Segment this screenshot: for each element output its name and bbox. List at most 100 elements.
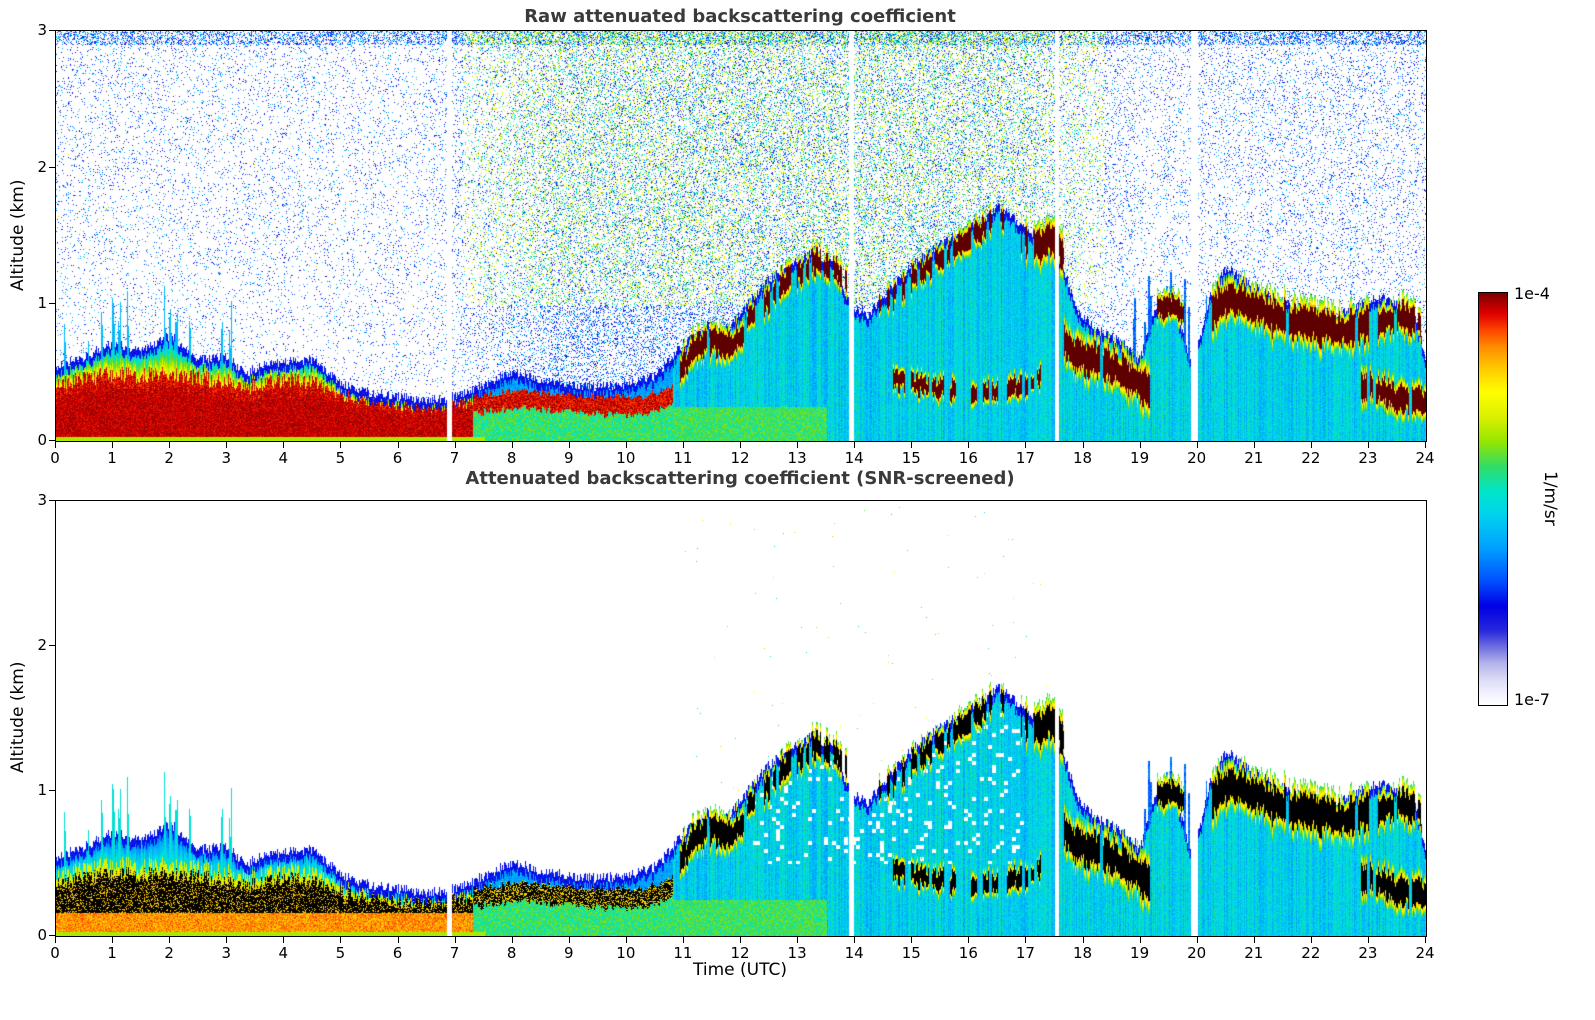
x-tick-mark <box>968 937 970 943</box>
x-tick-label: 15 <box>901 944 921 962</box>
x-tick-mark <box>854 937 856 943</box>
y-tick-label: 3 <box>37 21 47 39</box>
x-tick-label: 17 <box>1015 449 1035 467</box>
x-tick-label: 17 <box>1015 944 1035 962</box>
x-tick-label: 14 <box>844 449 864 467</box>
x-tick-mark <box>1425 442 1426 448</box>
x-tick-mark <box>1196 442 1198 448</box>
x-tick-label: 6 <box>392 944 403 962</box>
x-tick-mark <box>1025 937 1027 943</box>
x-tick-label: 13 <box>787 449 807 467</box>
x-tick-mark <box>740 937 741 943</box>
x-tick-label: 4 <box>278 449 289 467</box>
x-tick-mark <box>1253 937 1255 943</box>
x-tick-mark <box>625 442 627 448</box>
x-tick-mark <box>226 442 228 448</box>
y-tick-mark <box>49 30 55 31</box>
x-tick-mark <box>911 937 913 943</box>
x-tick-label: 15 <box>901 449 921 467</box>
x-tick-mark <box>1310 937 1312 943</box>
x-tick-label: 2 <box>164 449 174 467</box>
x-tick-mark <box>682 937 684 943</box>
x-tick-mark <box>1082 442 1084 448</box>
y-tick-label: 1 <box>37 781 47 799</box>
x-tick-label: 6 <box>392 449 403 467</box>
x-tick-label: 18 <box>1072 944 1093 962</box>
x-tick-mark <box>1253 442 1255 448</box>
x-tick-mark <box>1139 442 1141 448</box>
x-tick-label: 23 <box>1358 944 1378 962</box>
x-tick-mark <box>797 442 799 448</box>
x-tick-label: 21 <box>1244 944 1264 962</box>
x-tick-label: 19 <box>1130 449 1150 467</box>
x-tick-label: 1 <box>107 944 117 962</box>
x-tick-label: 1 <box>107 449 117 467</box>
x-tick-mark <box>1025 442 1027 448</box>
x-tick-mark <box>226 937 228 943</box>
y-axis-label-bottom: Altitude (km) <box>8 661 28 774</box>
colorbar-unit-label: 1/m/sr <box>1540 470 1560 526</box>
x-tick-label: 0 <box>50 944 60 962</box>
y-tick-label: 3 <box>37 491 47 509</box>
x-tick-mark <box>1425 937 1426 943</box>
x-tick-label: 2 <box>164 944 174 962</box>
x-axis-label: Time (UTC) <box>693 960 787 980</box>
x-tick-mark <box>797 937 799 943</box>
x-tick-label: 23 <box>1358 449 1378 467</box>
x-tick-label: 7 <box>449 944 460 962</box>
x-tick-mark <box>740 442 741 448</box>
x-tick-label: 8 <box>506 449 517 467</box>
x-tick-mark <box>1310 442 1312 448</box>
x-tick-label: 5 <box>335 944 346 962</box>
y-tick-mark <box>49 303 55 305</box>
x-tick-label: 22 <box>1301 449 1321 467</box>
x-tick-mark <box>511 442 513 448</box>
y-axis-label-top: Altitude (km) <box>8 179 28 291</box>
x-tick-label: 13 <box>787 944 807 962</box>
x-tick-mark <box>283 937 285 943</box>
x-tick-label: 11 <box>673 449 693 467</box>
x-tick-mark <box>55 442 56 448</box>
y-tick-label: 2 <box>37 636 47 654</box>
heatmap-screened-backscatter <box>55 500 1427 937</box>
x-tick-label: 24 <box>1415 944 1435 962</box>
x-tick-label: 18 <box>1072 449 1093 467</box>
y-tick-label: 0 <box>37 431 47 449</box>
x-tick-mark <box>397 937 399 943</box>
x-tick-mark <box>1367 937 1369 943</box>
x-tick-label: 12 <box>730 944 750 962</box>
x-tick-label: 7 <box>449 449 460 467</box>
x-tick-mark <box>112 937 114 943</box>
x-tick-mark <box>1139 937 1141 943</box>
x-tick-mark <box>55 937 56 943</box>
x-tick-mark <box>454 937 456 943</box>
x-tick-mark <box>454 442 456 448</box>
x-tick-label: 3 <box>221 449 232 467</box>
y-tick-mark <box>49 645 55 646</box>
y-tick-label: 0 <box>37 926 47 944</box>
x-tick-mark <box>1082 937 1084 943</box>
x-tick-mark <box>625 937 627 943</box>
x-tick-mark <box>682 442 684 448</box>
x-tick-mark <box>340 937 342 943</box>
panel-title-raw: Raw attenuated backscattering coefficien… <box>524 6 956 27</box>
x-tick-mark <box>854 442 856 448</box>
x-tick-label: 12 <box>730 449 750 467</box>
x-tick-label: 24 <box>1415 449 1435 467</box>
x-tick-mark <box>283 442 285 448</box>
x-tick-label: 14 <box>844 944 864 962</box>
y-tick-label: 1 <box>37 294 47 313</box>
x-tick-label: 3 <box>221 944 232 962</box>
x-tick-label: 10 <box>616 944 636 962</box>
x-tick-label: 4 <box>278 944 289 962</box>
heatmap-raw-backscatter <box>55 30 1427 442</box>
x-tick-mark <box>397 442 399 448</box>
x-tick-label: 11 <box>673 944 693 962</box>
y-tick-mark <box>49 440 55 441</box>
x-tick-label: 0 <box>50 449 60 467</box>
x-tick-label: 5 <box>335 449 346 467</box>
y-tick-mark <box>49 935 55 936</box>
x-tick-mark <box>169 937 171 943</box>
x-tick-mark <box>568 937 570 943</box>
